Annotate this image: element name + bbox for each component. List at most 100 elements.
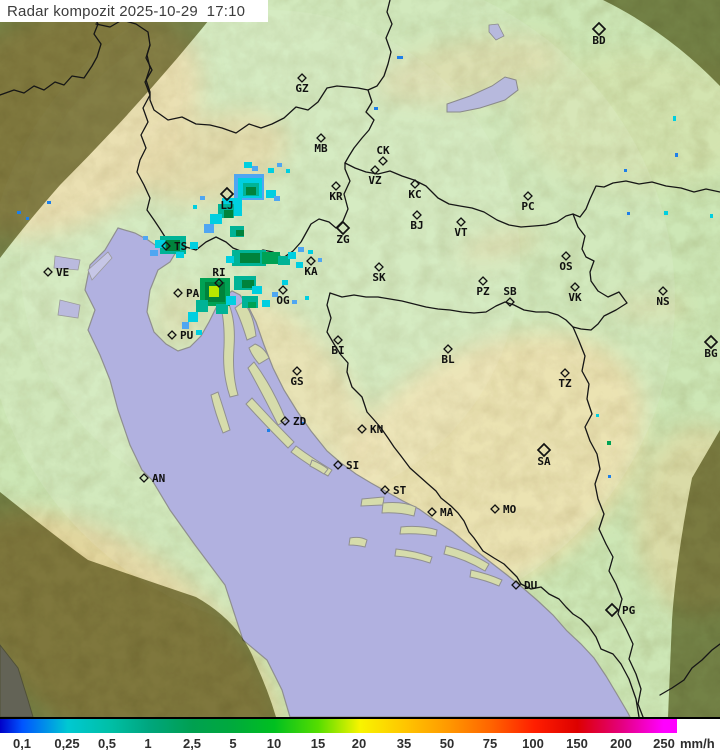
legend-colorbar xyxy=(0,719,677,733)
city-label: DU xyxy=(524,579,538,592)
city-VE: VE xyxy=(43,266,69,279)
city-BG: BG xyxy=(703,334,719,360)
city-diamond-icon xyxy=(604,602,620,618)
city-diamond-icon xyxy=(490,504,500,514)
legend-tick: 0,1 xyxy=(12,736,32,751)
legend-tick: 0,5 xyxy=(97,736,117,751)
city-label: GS xyxy=(290,375,303,388)
city-label: BI xyxy=(331,344,344,357)
legend-tick: 50 xyxy=(439,736,455,751)
city-label: VK xyxy=(568,291,582,304)
country-borders xyxy=(0,0,720,718)
city-diamond-icon xyxy=(139,473,149,483)
legend: 0,1 0,25 0,5 1 2,5 5 10 15 20 35 50 75 100 150 200 250 m… xyxy=(0,719,720,751)
city-label: PZ xyxy=(476,285,490,298)
city-label: KR xyxy=(329,190,343,203)
city-GS: GS xyxy=(290,366,304,388)
city-diamond-icon xyxy=(374,262,384,272)
city-label: VZ xyxy=(368,174,382,187)
legend-tick: 10 xyxy=(266,736,282,751)
city-PG: PG xyxy=(604,602,636,618)
city-MB: MB xyxy=(314,133,328,155)
map-legend-divider xyxy=(0,717,720,719)
city-MA: MA xyxy=(427,506,454,519)
city-diamond-icon xyxy=(292,366,302,376)
city-MO: MO xyxy=(490,503,517,516)
venice-lagoon xyxy=(53,251,113,319)
city-label: SA xyxy=(537,455,551,468)
legend-tick: 0,25 xyxy=(54,736,80,751)
title-text: Radar kompozit 2025-10-29 17:10 xyxy=(7,2,246,20)
city-BD: BD xyxy=(591,21,607,47)
city-SK: SK xyxy=(372,262,386,284)
city-diamond-icon xyxy=(357,424,367,434)
city-diamond-icon xyxy=(380,485,390,495)
city-label: BJ xyxy=(410,219,423,232)
city-diamond-icon xyxy=(333,335,343,345)
city-diamond-icon xyxy=(505,297,515,307)
city-label: ZD xyxy=(293,415,307,428)
city-label: KN xyxy=(370,423,383,436)
city-diamond-icon xyxy=(511,580,521,590)
city-label: VE xyxy=(56,266,69,279)
city-label: NS xyxy=(656,295,669,308)
city-diamond-icon xyxy=(214,278,224,288)
legend-tick-labels: 0,1 0,25 0,5 1 2,5 5 10 15 20 35 50 75 100 150 200 250 m… xyxy=(0,733,720,751)
islands xyxy=(210,301,503,587)
city-label: OS xyxy=(559,260,572,273)
city-BJ: BJ xyxy=(410,210,424,232)
city-label: BG xyxy=(704,347,718,360)
city-diamond-icon xyxy=(536,442,552,458)
city-TS: TS xyxy=(161,240,187,253)
city-BI: BI xyxy=(331,335,345,357)
city-label: MB xyxy=(314,142,328,155)
legend-unit-label: mm/h xyxy=(680,736,715,751)
city-GZ: GZ xyxy=(295,73,309,95)
city-NS: NS xyxy=(656,286,670,308)
city-KC: KC xyxy=(408,179,422,201)
city-diamond-icon xyxy=(278,285,288,295)
city-PC: PC xyxy=(521,191,535,213)
title-bar: Radar kompozit 2025-10-29 17:10 xyxy=(0,0,268,22)
city-label: PU xyxy=(180,329,194,342)
city-label: RI xyxy=(212,266,225,279)
city-SB: SB xyxy=(503,285,517,307)
city-ZD: ZD xyxy=(280,415,307,428)
city-LJ: LJ xyxy=(219,186,235,212)
city-label: ZG xyxy=(336,233,350,246)
city-label: PC xyxy=(521,200,534,213)
city-diamond-icon xyxy=(443,344,453,354)
city-diamond-icon xyxy=(316,133,326,143)
city-diamond-icon xyxy=(370,165,380,175)
city-ZG: ZG xyxy=(335,220,351,246)
city-VT: VT xyxy=(454,217,468,239)
city-label: GZ xyxy=(295,82,309,95)
city-label: TS xyxy=(174,240,187,253)
legend-tick: 15 xyxy=(310,736,326,751)
city-OS: OS xyxy=(559,251,573,273)
legend-tick: 2,5 xyxy=(182,736,202,751)
city-PU: PU xyxy=(167,329,194,342)
city-SA: SA xyxy=(536,442,552,468)
city-diamond-icon xyxy=(219,186,235,202)
city-diamond-icon xyxy=(335,220,351,236)
city-DU: DU xyxy=(511,579,538,592)
legend-tick: 1 xyxy=(144,736,152,751)
legend-tick: 250 xyxy=(653,736,675,751)
city-label: OG xyxy=(276,294,290,307)
city-VK: VK xyxy=(568,282,582,304)
city-diamond-icon xyxy=(43,267,53,277)
legend-tick: 20 xyxy=(351,736,367,751)
city-diamond-icon xyxy=(161,241,171,251)
legend-tick: 5 xyxy=(229,736,237,751)
city-diamond-icon xyxy=(591,21,607,37)
city-label: SK xyxy=(372,271,386,284)
city-diamond-icon xyxy=(703,334,719,350)
city-diamond-icon xyxy=(412,210,422,220)
city-label: SI xyxy=(346,459,359,472)
city-KA: KA xyxy=(304,256,318,278)
city-diamond-icon xyxy=(658,286,668,296)
city-label: BD xyxy=(592,34,606,47)
city-label: BL xyxy=(441,353,455,366)
